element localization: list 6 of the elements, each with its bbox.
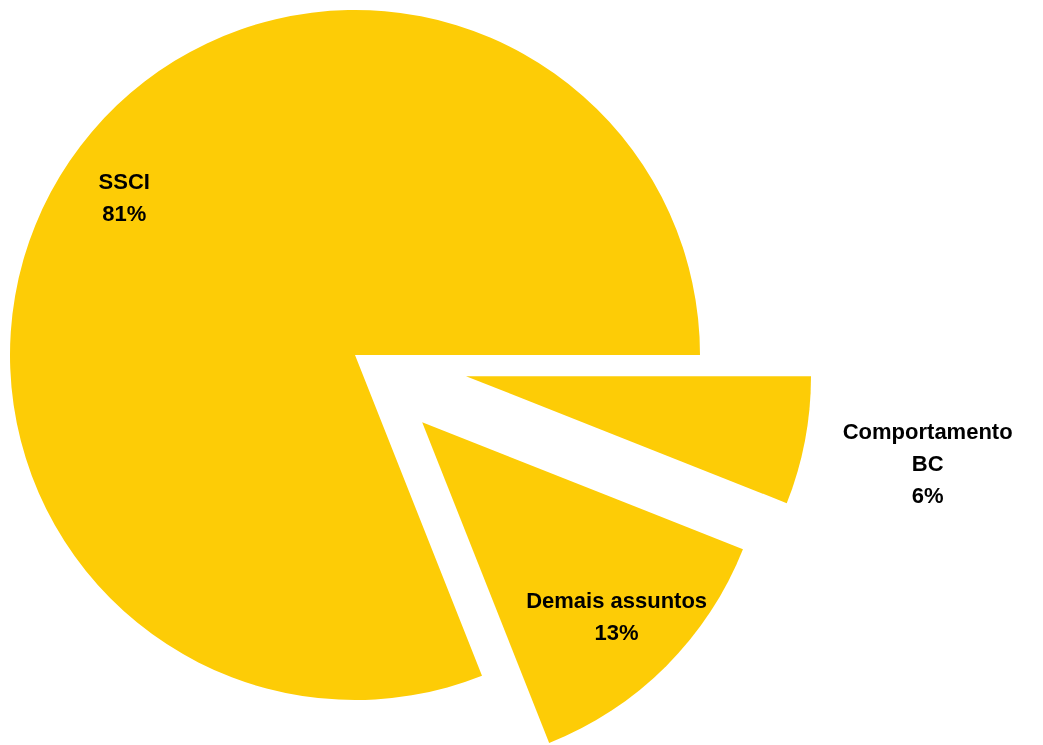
data-label: 13% <box>594 619 639 645</box>
slice-label: SSCI <box>98 169 150 195</box>
data-label: 81% <box>102 201 147 227</box>
data-label: 6% <box>911 483 944 509</box>
slice-label: Comportamento BC <box>842 419 1013 477</box>
slice-label: Demais assuntos <box>526 587 708 613</box>
